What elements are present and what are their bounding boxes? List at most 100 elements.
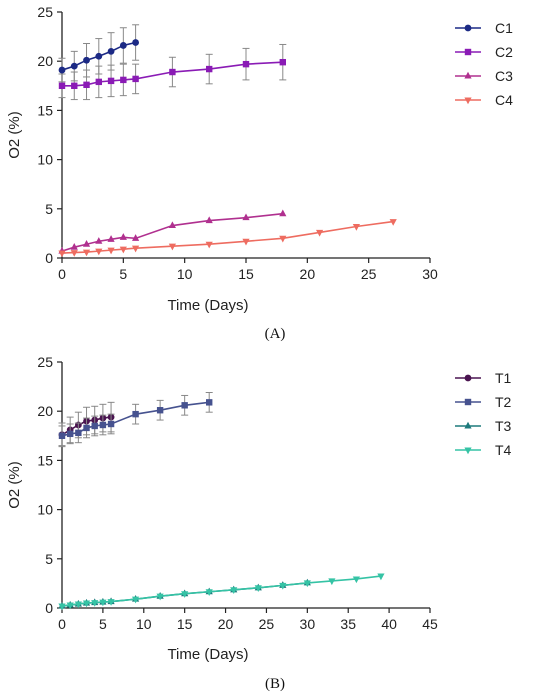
y-tick-label: 0: [45, 250, 53, 266]
x-tick-label: 20: [300, 266, 316, 282]
data-point: [328, 578, 336, 586]
x-tick-label: 15: [177, 616, 193, 632]
data-point: [58, 250, 66, 258]
data-point: [71, 82, 78, 89]
y-tick-label: 20: [37, 53, 53, 69]
legend-item-t2: T2: [455, 394, 512, 410]
data-point: [107, 77, 115, 85]
y-tick-label: 15: [37, 102, 53, 118]
x-tick-label: 0: [58, 616, 66, 632]
legend-swatch-marker: [464, 71, 472, 79]
y-axis-title: O2 (%): [6, 111, 23, 159]
data-point: [70, 242, 78, 250]
data-point: [70, 250, 78, 257]
legend-swatch-marker: [464, 421, 472, 429]
x-tick-label: 10: [136, 616, 152, 632]
legend-label: C2: [495, 44, 513, 60]
data-point: [303, 580, 311, 588]
data-point: [83, 424, 90, 432]
legend-item-t1: T1: [455, 370, 512, 386]
data-point: [169, 68, 176, 76]
legend-label: C3: [495, 68, 513, 84]
data-point: [242, 238, 250, 246]
chart-panel-b: 0 5 10 15 20 25 0 5 10 15 20 25 30 35 40 45 O2 (%) Time (…: [6, 354, 512, 692]
x-tick-label: 10: [177, 266, 193, 282]
legend-label: T3: [495, 418, 512, 434]
data-point: [168, 221, 176, 229]
data-point: [58, 603, 66, 611]
series-t4: [58, 573, 385, 611]
data-point: [91, 600, 99, 607]
data-point: [132, 245, 140, 253]
legend-swatch-marker: [464, 97, 472, 105]
data-point: [242, 60, 250, 68]
y-tick-label: 10: [37, 152, 53, 168]
data-point: [99, 421, 107, 429]
data-point: [119, 246, 127, 254]
data-point: [75, 429, 82, 437]
data-point: [95, 237, 103, 244]
data-point: [132, 75, 139, 83]
data-point: [242, 213, 250, 221]
x-tick-label: 15: [238, 266, 254, 282]
y-tick-label: 5: [45, 201, 53, 217]
legend-item-c1: C1: [455, 20, 513, 36]
legend-swatch-marker: [464, 447, 472, 455]
data-point: [74, 601, 82, 609]
data-point: [107, 599, 115, 606]
data-point: [66, 602, 74, 610]
series-c3: [58, 209, 287, 254]
data-point: [95, 52, 103, 60]
data-point: [107, 47, 115, 55]
panel-label: (A): [265, 326, 286, 342]
data-point: [230, 587, 238, 594]
series-c2: [58, 43, 287, 101]
x-tick-label: 5: [99, 616, 107, 632]
chart-panel-a: 0 5 10 15 20 25 0 5 10 15 20 25 30 O2 (%) Time (Days) (…: [6, 4, 513, 342]
y-axis-title: O2 (%): [6, 461, 23, 509]
data-point: [99, 599, 107, 607]
y-tick-label: 20: [37, 403, 53, 419]
y-tick-label: 25: [37, 354, 53, 370]
data-point: [205, 589, 213, 596]
panel-label: (B): [265, 676, 285, 692]
legend-swatch-marker: [464, 24, 472, 32]
x-tick-label: 25: [361, 266, 377, 282]
data-point: [352, 223, 360, 231]
legend-item-c3: C3: [455, 68, 513, 84]
data-point: [107, 420, 115, 428]
legend-item-c2: C2: [455, 44, 513, 60]
data-point: [254, 585, 262, 593]
data-point: [83, 56, 90, 64]
data-point: [66, 430, 74, 438]
legend-swatch-marker: [464, 398, 472, 406]
data-point: [95, 78, 102, 86]
legend-swatch-marker: [464, 374, 472, 382]
data-point: [181, 591, 189, 598]
legend-item-t3: T3: [455, 418, 512, 434]
data-point: [132, 410, 139, 418]
data-point: [352, 576, 360, 584]
data-point: [377, 573, 385, 581]
data-point: [107, 235, 115, 242]
data-point: [82, 240, 91, 247]
data-point: [279, 58, 286, 66]
y-tick-label: 10: [37, 502, 53, 518]
data-point: [107, 247, 115, 255]
data-point: [132, 39, 140, 46]
y-tick-label: 15: [37, 452, 53, 468]
x-axis-title: Time (Days): [167, 646, 248, 663]
legend-swatch-marker: [464, 48, 472, 56]
data-point: [120, 76, 127, 84]
data-point: [82, 249, 91, 257]
x-tick-label: 30: [422, 266, 438, 282]
data-point: [70, 62, 78, 70]
x-tick-label: 0: [58, 266, 66, 282]
data-point: [316, 229, 324, 237]
data-point: [279, 209, 287, 217]
legend-label: T4: [495, 442, 512, 458]
x-tick-label: 5: [119, 266, 127, 282]
data-point: [205, 241, 213, 249]
x-tick-label: 30: [300, 616, 316, 632]
